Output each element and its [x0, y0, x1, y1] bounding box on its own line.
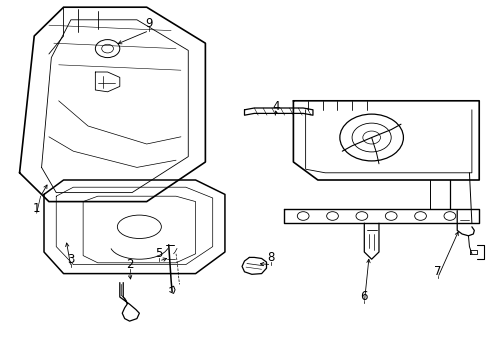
Text: 7: 7	[433, 265, 441, 278]
Text: 6: 6	[360, 291, 367, 303]
Text: 5: 5	[155, 247, 163, 260]
Text: 2: 2	[125, 258, 133, 271]
Text: 3: 3	[67, 253, 75, 266]
Text: 1: 1	[33, 202, 41, 215]
Text: 4: 4	[272, 100, 280, 113]
Text: 9: 9	[145, 17, 153, 30]
Text: 8: 8	[267, 251, 275, 264]
